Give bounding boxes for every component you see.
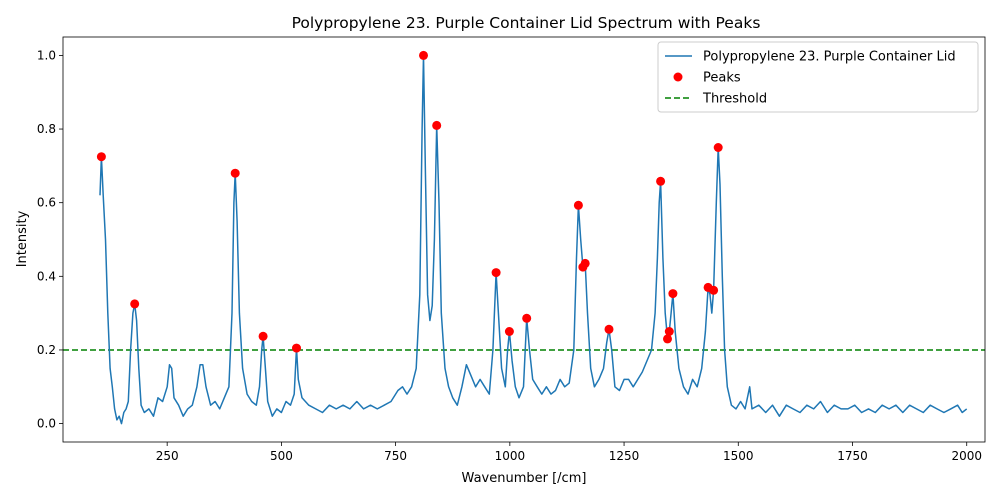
legend-peaks-swatch: [673, 72, 683, 82]
peak-marker: [604, 324, 614, 334]
legend-peaks-label: Peaks: [703, 71, 741, 86]
legend-threshold-label: Threshold: [702, 92, 767, 107]
peak-marker: [258, 331, 268, 341]
y-tick-label: 0.4: [37, 269, 56, 283]
peak-marker: [522, 313, 532, 323]
peak-marker: [668, 289, 678, 299]
peak-marker: [292, 343, 301, 353]
y-tick-label: 0.6: [37, 196, 56, 210]
peak-marker: [709, 285, 719, 295]
peak-marker: [491, 268, 501, 278]
peak-marker: [96, 152, 106, 162]
peak-marker: [713, 143, 723, 152]
peak-marker: [664, 327, 674, 336]
x-tick-label: 1250: [609, 449, 640, 463]
legend: Polypropylene 23. Purple Container Lid P…: [657, 41, 979, 113]
legend-box: [657, 41, 979, 113]
peak-marker: [573, 200, 583, 210]
x-axis-title: Wavenumber [/cm]: [462, 471, 587, 486]
x-tick-label: 1750: [837, 449, 868, 463]
x-tick-label: 1000: [495, 449, 526, 463]
peak-marker: [663, 334, 672, 344]
x-tick-label: 2000: [951, 449, 982, 463]
plot-frame: [62, 36, 986, 443]
y-tick-label: 1.0: [37, 48, 56, 62]
x-tick-label: 250: [156, 449, 179, 463]
y-axis-ticks: 0.0 0.2 0.4 0.6 0.8 1.0: [37, 48, 63, 431]
peak-marker: [130, 299, 140, 309]
y-tick-label: 0.2: [37, 343, 56, 357]
peak-marker: [580, 258, 590, 268]
chart-title: Polypropylene 23. Purple Container Lid S…: [292, 14, 761, 32]
x-tick-label: 500: [270, 449, 293, 463]
x-tick-label: 750: [384, 449, 407, 463]
x-axis-ticks: 250 500 750 1000 1250 1500 1750 2000: [156, 442, 982, 463]
peak-marker: [230, 168, 240, 178]
y-tick-label: 0.8: [37, 122, 56, 136]
y-axis-title: Intensity: [15, 210, 30, 267]
legend-spectrum-label: Polypropylene 23. Purple Container Lid: [703, 50, 956, 65]
peak-marker: [419, 50, 428, 60]
peak-marker: [432, 120, 442, 130]
peak-markers: [96, 50, 723, 353]
peak-marker: [504, 327, 514, 336]
peak-marker: [656, 176, 666, 186]
y-tick-label: 0.0: [37, 417, 56, 431]
x-tick-label: 1500: [723, 449, 754, 463]
spectrum-line: [99, 54, 968, 425]
